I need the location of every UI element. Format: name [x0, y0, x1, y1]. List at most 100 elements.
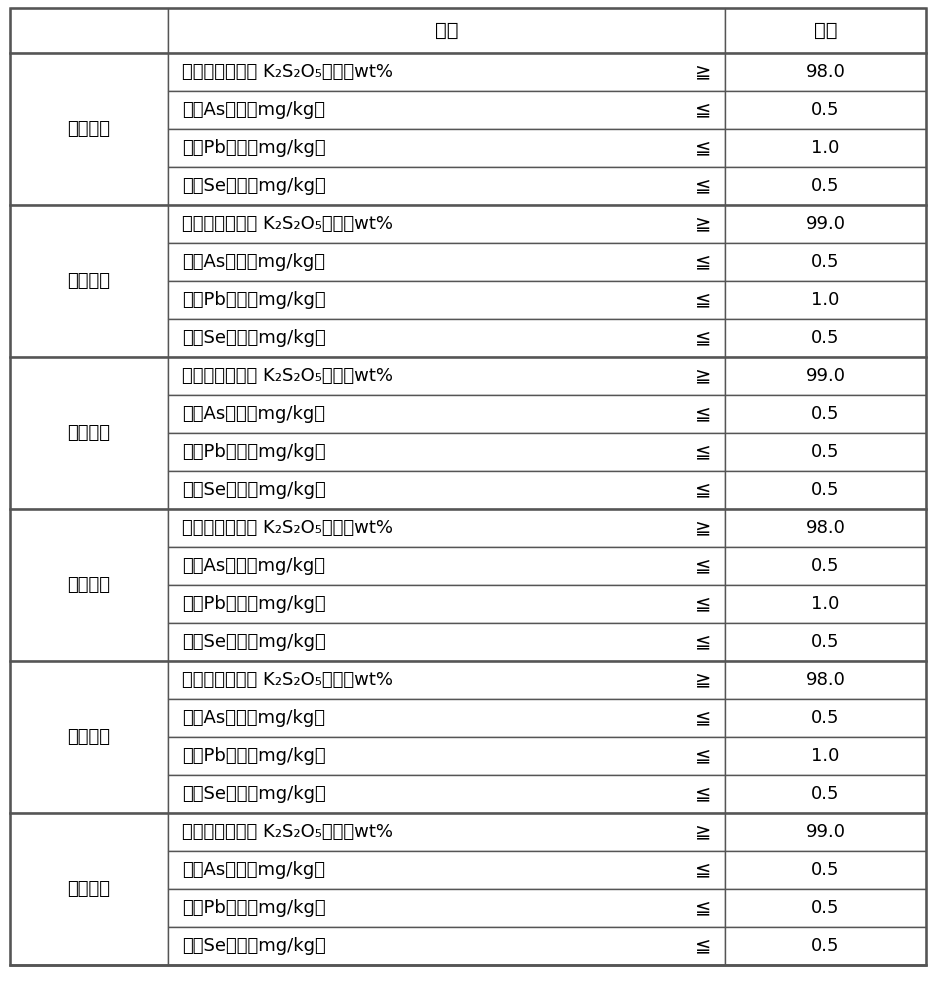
Text: ≦: ≦ [695, 138, 711, 157]
Text: 硒（Se）／（mg/kg）: 硒（Se）／（mg/kg） [182, 937, 326, 955]
Text: 实施例三: 实施例三 [67, 424, 110, 442]
Text: ≧: ≧ [695, 215, 711, 233]
Text: 砣（As）／（mg/kg）: 砣（As）／（mg/kg） [182, 709, 325, 727]
Text: 焦亚硫酸锂（以 K₂S₂O₅计），wt%: 焦亚硫酸锂（以 K₂S₂O₅计），wt% [182, 671, 393, 689]
Text: 硒（Se）／（mg/kg）: 硒（Se）／（mg/kg） [182, 481, 326, 499]
Text: 1.0: 1.0 [812, 747, 840, 765]
Bar [725, 471, 926, 509]
Bar [725, 775, 926, 813]
Bar [725, 889, 926, 927]
Text: ≦: ≦ [695, 101, 711, 119]
Bar [725, 243, 926, 281]
Text: ≧: ≧ [695, 670, 711, 690]
Text: 铅（Pb）／（mg/kg）: 铅（Pb）／（mg/kg） [182, 747, 326, 765]
Text: 硒（Se）／（mg/kg）: 硒（Se）／（mg/kg） [182, 329, 326, 347]
Text: 0.5: 0.5 [812, 633, 840, 651]
Text: 98.0: 98.0 [806, 671, 845, 689]
Text: 0.5: 0.5 [812, 101, 840, 119]
Text: 98.0: 98.0 [806, 519, 845, 537]
Bar [10, 357, 168, 509]
Text: 0.5: 0.5 [812, 937, 840, 955]
Bar [725, 661, 926, 699]
Text: ≧: ≧ [695, 62, 711, 82]
Text: 0.5: 0.5 [812, 253, 840, 271]
Bar [725, 699, 926, 737]
Text: 实施例六: 实施例六 [67, 880, 110, 898]
Bar [725, 395, 926, 433]
Text: ≦: ≦ [695, 252, 711, 271]
Bar [168, 281, 725, 319]
Text: 99.0: 99.0 [806, 215, 845, 233]
Bar [168, 585, 725, 623]
Bar [725, 8, 926, 53]
Bar [168, 775, 725, 813]
Bar [10, 53, 168, 205]
Text: 砣（As）／（mg/kg）: 砣（As）／（mg/kg） [182, 861, 325, 879]
Text: 0.5: 0.5 [812, 177, 840, 195]
Text: 铅（Pb）／（mg/kg）: 铅（Pb）／（mg/kg） [182, 443, 326, 461]
Bar [168, 433, 725, 471]
Text: 0.5: 0.5 [812, 481, 840, 499]
Bar [10, 8, 168, 53]
Text: 99.0: 99.0 [806, 823, 845, 841]
Bar [168, 813, 725, 851]
Text: 焦亚硫酸锂（以 K₂S₂O₅计），wt%: 焦亚硫酸锂（以 K₂S₂O₅计），wt% [182, 63, 393, 81]
Text: 0.5: 0.5 [812, 443, 840, 461]
Bar [168, 623, 725, 661]
Bar [725, 813, 926, 851]
Text: 1.0: 1.0 [812, 291, 840, 309]
Text: 砣（As）／（mg/kg）: 砣（As）／（mg/kg） [182, 101, 325, 119]
Text: 焦亚硫酸锂（以 K₂S₂O₅计），wt%: 焦亚硫酸锂（以 K₂S₂O₅计），wt% [182, 215, 393, 233]
Text: ≦: ≦ [695, 481, 711, 499]
Text: ≧: ≧ [695, 822, 711, 842]
Bar [725, 167, 926, 205]
Text: ≦: ≦ [695, 290, 711, 310]
Bar [168, 737, 725, 775]
Bar [168, 53, 725, 91]
Text: 指标: 指标 [813, 21, 837, 40]
Text: ≦: ≦ [695, 784, 711, 804]
Text: ≧: ≧ [695, 366, 711, 385]
Bar [725, 433, 926, 471]
Bar [168, 395, 725, 433]
Bar [725, 319, 926, 357]
Bar [725, 585, 926, 623]
Text: 砣（As）／（mg/kg）: 砣（As）／（mg/kg） [182, 253, 325, 271]
Bar [168, 889, 725, 927]
Bar [168, 8, 725, 53]
Text: 硒（Se）／（mg/kg）: 硒（Se）／（mg/kg） [182, 785, 326, 803]
Bar [725, 281, 926, 319]
Bar [725, 927, 926, 965]
Text: 1.0: 1.0 [812, 139, 840, 157]
Bar [725, 547, 926, 585]
Text: 实施例五: 实施例五 [67, 728, 110, 746]
Text: ≦: ≦ [695, 708, 711, 728]
Text: 项目: 项目 [434, 21, 459, 40]
Bar [725, 509, 926, 547]
Text: ≦: ≦ [695, 556, 711, 576]
Bar [168, 509, 725, 547]
Bar [725, 53, 926, 91]
Text: 0.5: 0.5 [812, 709, 840, 727]
Bar [168, 699, 725, 737]
Text: 铅（Pb）／（mg/kg）: 铅（Pb）／（mg/kg） [182, 139, 326, 157]
Text: 0.5: 0.5 [812, 557, 840, 575]
Bar [725, 623, 926, 661]
Text: ≦: ≦ [695, 633, 711, 652]
Bar [168, 357, 725, 395]
Bar [168, 471, 725, 509]
Bar [725, 205, 926, 243]
Bar [168, 243, 725, 281]
Text: ≦: ≦ [695, 860, 711, 880]
Text: ≦: ≦ [695, 594, 711, 613]
Text: 硒（Se）／（mg/kg）: 硒（Se）／（mg/kg） [182, 177, 326, 195]
Text: 0.5: 0.5 [812, 899, 840, 917]
Bar [168, 661, 725, 699]
Bar [168, 851, 725, 889]
Text: 铅（Pb）／（mg/kg）: 铅（Pb）／（mg/kg） [182, 291, 326, 309]
Text: 硒（Se）／（mg/kg）: 硒（Se）／（mg/kg） [182, 633, 326, 651]
Text: 实施例二: 实施例二 [67, 272, 110, 290]
Text: 砣（As）／（mg/kg）: 砣（As）／（mg/kg） [182, 405, 325, 423]
Text: ≦: ≦ [695, 898, 711, 918]
Text: 0.5: 0.5 [812, 329, 840, 347]
